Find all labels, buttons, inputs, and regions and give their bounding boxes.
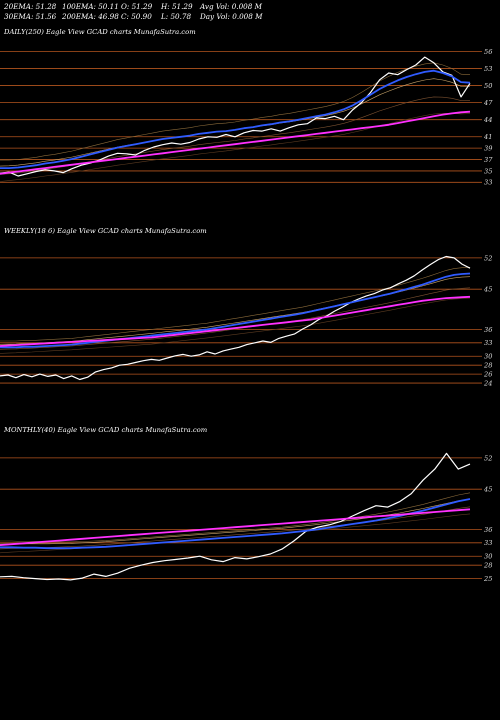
ema-line-blue: [0, 272, 471, 349]
ma-band-line: [0, 492, 471, 543]
stat-30ema: 30EMA: 51.56: [4, 12, 57, 21]
y-tick-label: 56: [484, 48, 492, 56]
y-tick-label: 50: [484, 82, 492, 90]
y-tick-label: 53: [484, 65, 492, 73]
ma-band-line: [0, 297, 471, 354]
y-tick-label: 45: [483, 286, 492, 294]
y-tick-label: 36: [484, 326, 492, 334]
daily-panel-title: DAILY(250) Eagle View GCAD charts Munafa…: [4, 28, 196, 36]
y-tick-label: 30: [484, 353, 492, 361]
y-tick-label: 33: [484, 179, 492, 187]
y-tick-label: 35: [484, 167, 492, 175]
ma-band-line: [0, 513, 471, 554]
y-tick-label: 47: [483, 99, 493, 107]
ema-line-blue: [0, 69, 471, 170]
ma-band-line: [0, 287, 471, 350]
y-tick-label: 33: [484, 539, 492, 547]
y-tick-label: 36: [484, 526, 492, 534]
ema-line-magenta: [0, 110, 471, 175]
y-tick-label: 41: [483, 133, 492, 141]
y-tick-label: 39: [484, 145, 492, 153]
ma-band-line: [0, 498, 471, 545]
ma-band-line: [0, 113, 471, 182]
stat-20ema: 20EMA: 51.28: [4, 2, 57, 11]
weekly-panel-title: WEEKLY(18 6) Eagle View GCAD charts Muna…: [4, 227, 207, 235]
ema-line-blue: [0, 498, 471, 550]
y-tick-label: 52: [484, 454, 492, 462]
monthly-panel-title: MONTHLY(40) Eagle View GCAD charts Munaf…: [4, 426, 208, 434]
y-tick-label: 26: [483, 371, 492, 379]
stats-header: 20EMA: 51.28 100EMA: 50.11 O: 51.29 H: 5…: [4, 2, 496, 24]
ma-band-line: [0, 62, 471, 161]
ema-line-magenta: [0, 295, 471, 347]
y-tick-label: 30: [484, 553, 492, 561]
y-tick-label: 45: [483, 486, 492, 494]
y-tick-label: 24: [483, 379, 492, 387]
y-tick-label: 44: [483, 116, 492, 124]
y-tick-label: 25: [483, 575, 492, 583]
stat-close: C: 50.90: [121, 12, 152, 21]
y-tick-label: 37: [484, 156, 493, 164]
stat-high: H: 51.29: [161, 2, 193, 11]
price-line: [0, 255, 471, 381]
stat-avg-vol: Avg Vol: 0.008 M: [200, 2, 262, 11]
price-line: [0, 56, 471, 177]
price-line: [0, 452, 471, 581]
y-tick-label: 52: [484, 254, 492, 262]
stat-open: O: 51.29: [121, 2, 153, 11]
y-tick-label: 28: [483, 562, 492, 570]
y-tick-label: 28: [483, 362, 492, 370]
ma-band-line: [0, 96, 470, 175]
stat-day-vol: Day Vol: 0.008 M: [200, 12, 263, 21]
ma-band-line: [0, 506, 471, 550]
y-tick-label: 33: [484, 339, 492, 347]
ema-line-magenta: [0, 508, 471, 546]
stat-200ema: 200EMA: 46.98: [62, 12, 119, 21]
stat-100ema: 100EMA: 50.11: [62, 2, 119, 11]
stat-low: L: 50.78: [161, 12, 192, 21]
